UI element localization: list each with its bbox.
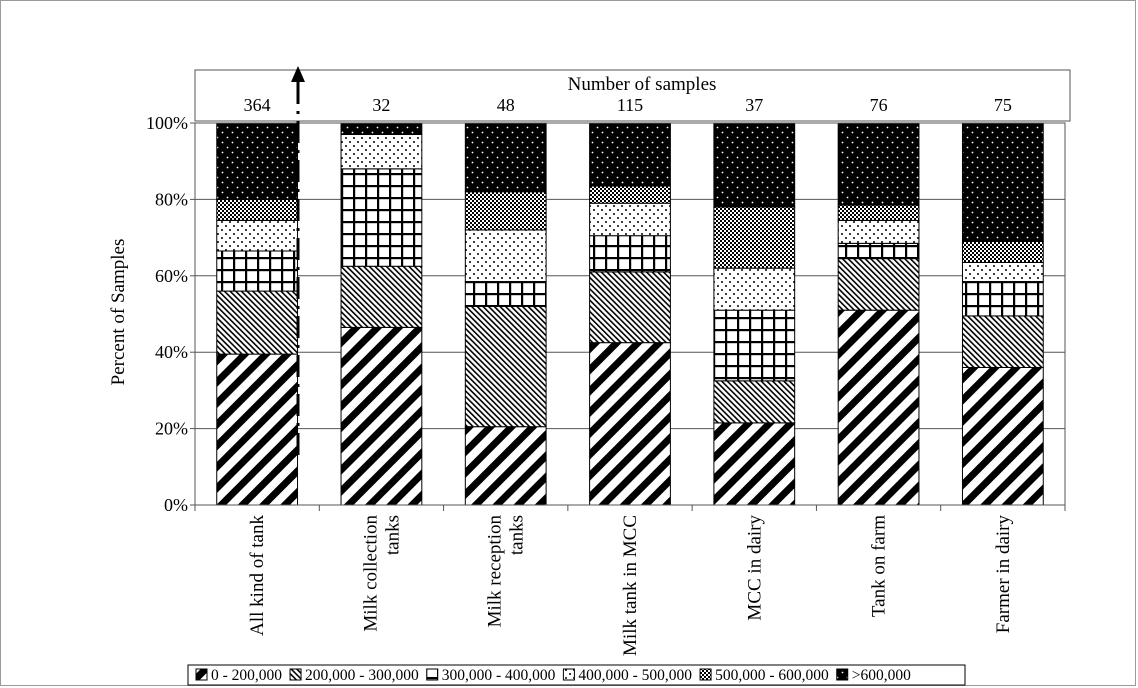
x-category-label: Farmer in dairy <box>993 515 1014 634</box>
sample-count-label: 364 <box>244 95 271 115</box>
plot-area-border <box>194 122 1066 506</box>
sample-counts: 364 32 48 115 37 76 75 <box>244 95 1012 115</box>
legend-swatch <box>426 668 439 681</box>
bar-segment <box>837 258 920 311</box>
x-category-label: Milk collection <box>360 515 381 632</box>
sample-count-label: 32 <box>372 95 390 115</box>
bar-segment <box>340 168 423 267</box>
sample-count-label: 75 <box>994 95 1012 115</box>
bar-segment <box>837 122 920 206</box>
y-tick-label: 0% <box>164 495 188 515</box>
x-category-label: tanks <box>382 515 403 555</box>
bar-segment <box>216 290 299 355</box>
bar-segment <box>961 240 1044 263</box>
sample-count-label: 76 <box>870 95 888 115</box>
bar-segment <box>216 198 299 221</box>
bar-segment <box>589 271 671 344</box>
bar-segment <box>464 281 547 307</box>
x-category-label: Tank on farm <box>869 515 890 617</box>
x-category-label: Milk tank in MCC <box>620 515 641 656</box>
bar-segment <box>216 353 299 506</box>
sample-count-label: 48 <box>497 95 515 115</box>
legend-label: 400,000 - 500,000 <box>578 667 692 684</box>
bar-segment <box>589 342 671 506</box>
bar-segment <box>713 122 796 208</box>
bar-segment <box>464 229 547 283</box>
bar-segment <box>837 219 920 244</box>
bar-segment <box>340 133 423 170</box>
legend-label: 300,000 - 400,000 <box>442 667 556 684</box>
legend-label: 500,000 - 600,000 <box>715 667 829 684</box>
bar-segment <box>713 380 796 424</box>
bar-segment <box>837 242 920 260</box>
bar-segment <box>961 366 1044 506</box>
samples-header-box <box>194 69 1071 122</box>
bar-segment <box>961 281 1044 317</box>
bar-segment <box>713 422 796 506</box>
y-tick-label: 80% <box>155 189 188 209</box>
bar-segment <box>340 122 423 135</box>
bar-segment <box>961 122 1044 242</box>
x-category-label: Milk reception <box>485 515 506 628</box>
separator-arrow-icon <box>291 66 305 82</box>
x-category-label: All kind of tank <box>247 515 268 636</box>
legend-swatch <box>836 668 849 681</box>
sample-count-label: 115 <box>617 95 643 115</box>
x-category-label: MCC in dairy <box>744 515 765 621</box>
legend-swatch <box>699 668 712 681</box>
legend-label: >600,000 <box>852 667 911 684</box>
bar-segment <box>589 202 671 237</box>
bar-segment <box>464 122 547 193</box>
legend-label: 200,000 - 300,000 <box>305 667 419 684</box>
bar-segment <box>340 265 423 328</box>
bars <box>216 122 1044 506</box>
bar-segment <box>713 309 796 382</box>
bar-segment <box>464 305 547 428</box>
bar-segment <box>589 235 671 273</box>
y-tick-label: 60% <box>155 266 188 286</box>
legend-swatch <box>195 668 208 681</box>
bar-segment <box>340 326 423 506</box>
x-category-label: tanks <box>507 515 528 555</box>
legend: 0 - 200,000 200,000 - 300,000 300,000 - 40… <box>195 667 911 684</box>
bar-segment <box>464 426 547 506</box>
y-axis-title: Percent of Samples <box>108 239 129 386</box>
y-axis-ticks: 0% 20% 40% 60% 80% 100% <box>146 113 195 515</box>
legend-box <box>187 664 966 686</box>
x-axis-labels: All kind of tank Milk collection tanks Milk… <box>194 505 1066 656</box>
bar-segment <box>961 261 1044 283</box>
bar-segment <box>713 267 796 311</box>
legend-label: 0 - 200,000 <box>211 667 282 684</box>
bar-segment <box>216 250 299 292</box>
samples-header-label: Number of samples <box>568 74 717 95</box>
bar-segment <box>961 315 1044 368</box>
bar-segment <box>589 122 671 187</box>
legend-swatch <box>289 668 302 681</box>
legend-swatch <box>562 668 575 681</box>
bar-segment <box>837 309 920 506</box>
bar-segment <box>837 204 920 221</box>
bar-segment <box>216 219 299 252</box>
y-tick-label: 20% <box>155 419 188 439</box>
y-tick-label: 40% <box>155 342 188 362</box>
bar-segment <box>464 191 547 231</box>
y-tick-label: 100% <box>146 113 188 133</box>
sample-count-label: 37 <box>745 95 763 115</box>
bar-segment <box>589 185 671 204</box>
bar-segment <box>216 122 299 200</box>
bar-segment <box>713 206 796 269</box>
